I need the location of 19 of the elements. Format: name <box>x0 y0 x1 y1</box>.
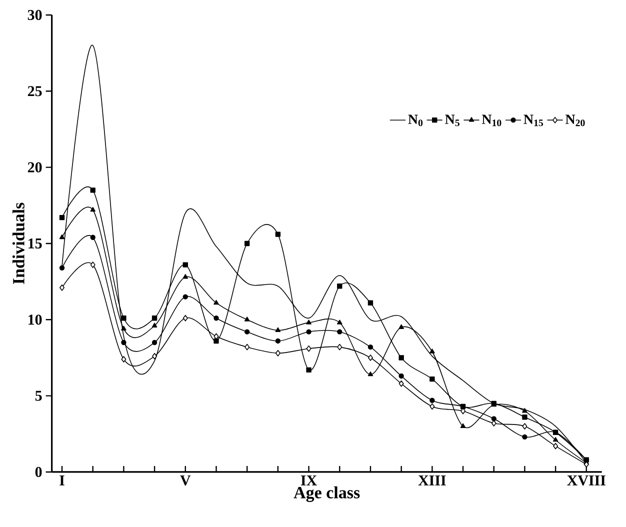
y-tick-label: 20 <box>28 162 42 172</box>
legend-label: N$_{20}$ <box>566 114 585 126</box>
y-axis-title: Individuals <box>12 202 24 284</box>
y-tick-label: 30 <box>28 10 42 20</box>
y-tick-label: 10 <box>28 314 42 325</box>
x-tick-label: IX <box>300 476 317 486</box>
y-tick-label: 25 <box>28 86 42 96</box>
x-tick-label: XVIII <box>567 476 606 486</box>
y-tick-label: 5 <box>35 390 42 401</box>
legend-label: N$_{10}$ <box>482 114 502 126</box>
x-tick-label: XIII <box>418 476 446 486</box>
y-tick-label: 0 <box>35 466 42 478</box>
legend-label: N$_{0}$ <box>408 114 423 126</box>
x-axis-title: Age class <box>294 486 360 502</box>
x-tick-label: I <box>60 476 64 486</box>
y-tick-label: 15 <box>28 238 42 249</box>
legend-label: N$_{5}$ <box>445 114 460 126</box>
x-tick-label: V <box>180 476 191 486</box>
legend-label: N$_{15}$ <box>524 114 544 126</box>
